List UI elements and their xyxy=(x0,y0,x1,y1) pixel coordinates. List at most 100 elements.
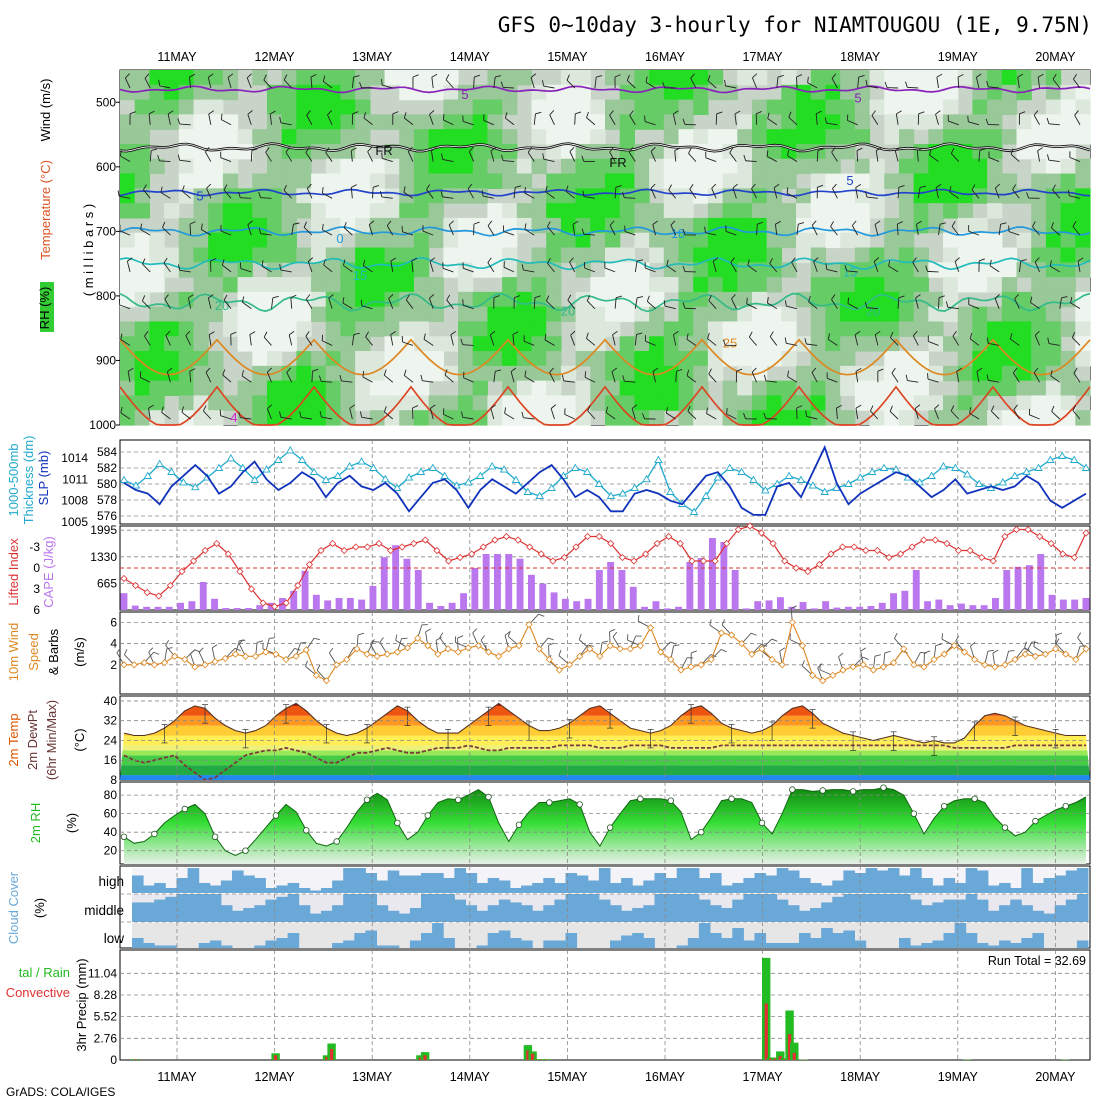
wind-barb xyxy=(889,411,899,420)
rh-cell xyxy=(649,410,665,426)
cloud-bar xyxy=(687,868,700,893)
rh-cell xyxy=(751,232,768,249)
wind-speed-point xyxy=(241,652,250,660)
rh-cell xyxy=(605,173,621,189)
cloud-bar xyxy=(632,933,644,948)
wind-barb xyxy=(503,231,515,236)
wind-barb-flag xyxy=(1074,110,1079,116)
cloud-bar xyxy=(409,908,422,922)
wind-barb-flag xyxy=(763,412,767,419)
rh-cell xyxy=(296,114,312,130)
cloud-bar xyxy=(198,943,211,948)
cape-bar xyxy=(460,593,467,610)
slp-line xyxy=(123,444,1087,516)
wind-speed-point xyxy=(707,655,715,664)
rh-cell xyxy=(751,70,768,86)
wind-barb xyxy=(164,298,171,309)
rh-cell xyxy=(340,380,356,397)
cloud-bar xyxy=(521,885,533,893)
thickness-point xyxy=(547,483,556,491)
wind-barb-flag xyxy=(241,296,245,303)
cloud-bar xyxy=(632,885,644,893)
wind-barb-flag xyxy=(682,302,686,309)
rh-point xyxy=(181,805,188,813)
li-point xyxy=(1036,532,1044,541)
rh-cell xyxy=(311,410,327,426)
rh-cell xyxy=(134,321,150,337)
wind-barb-flag xyxy=(668,184,672,191)
li-point xyxy=(978,553,986,562)
cape-bar xyxy=(686,562,694,610)
rh-cell xyxy=(796,410,812,426)
rh-cell xyxy=(487,351,503,367)
precip-conv-label: Convective xyxy=(6,985,70,1000)
wind-barb xyxy=(828,339,838,346)
wind-barb-flag xyxy=(208,73,214,78)
rh-cell xyxy=(825,129,841,145)
cloud-bar xyxy=(543,940,555,948)
rh-cell xyxy=(531,129,547,145)
cloud-bar xyxy=(132,938,144,948)
wind-barb-flag xyxy=(915,294,921,299)
rh-label: RH (%) xyxy=(37,287,52,330)
wind-barb xyxy=(384,411,394,420)
li-point xyxy=(954,546,963,555)
thickness-point xyxy=(974,479,984,487)
rh-cell xyxy=(810,232,827,249)
rh-cell xyxy=(193,99,209,115)
wind-barb xyxy=(788,117,798,126)
cloud-bar xyxy=(954,899,967,922)
wind-barb xyxy=(594,77,597,89)
cape-bar xyxy=(131,605,139,610)
wind-speed-point xyxy=(738,640,746,648)
wind-barb-flag xyxy=(507,630,511,637)
rh-cell xyxy=(810,129,827,145)
rh-cell xyxy=(560,232,577,249)
rh-cell xyxy=(164,70,180,86)
wind-barb-flag xyxy=(970,642,976,647)
rh-cell xyxy=(722,336,738,352)
thickness-point xyxy=(369,463,378,471)
rh-cell xyxy=(1001,70,1018,86)
wind-tick: 2 xyxy=(110,658,117,672)
rh-cell xyxy=(1060,114,1076,130)
wind-speed-point xyxy=(1041,650,1050,658)
rh-cell xyxy=(957,173,974,189)
wind-barb xyxy=(624,197,636,199)
wind-barb xyxy=(545,191,555,199)
rh-cell xyxy=(810,217,827,234)
rh-cell xyxy=(208,365,224,382)
rh-cell xyxy=(193,321,209,337)
rh-cell xyxy=(678,336,694,352)
wind-speed-point xyxy=(434,650,442,658)
rh-cell xyxy=(810,158,827,175)
rh-cell xyxy=(531,291,547,308)
wind-barb xyxy=(305,298,313,309)
li-point xyxy=(688,557,696,565)
wind-barb-flag xyxy=(558,649,562,656)
wind-barb-flag xyxy=(565,185,569,192)
rh-cell xyxy=(325,99,342,115)
rh-cell xyxy=(134,365,150,382)
cloud-unit-label: (%) xyxy=(32,898,47,918)
wind-barb xyxy=(1029,414,1040,420)
wind-barb-flag xyxy=(612,330,618,336)
wind-barb-flag xyxy=(342,259,346,266)
cloud-bar xyxy=(421,873,433,893)
rh-cell xyxy=(1060,203,1076,219)
wind-barb-flag xyxy=(339,375,342,382)
cloud-bar xyxy=(532,910,544,922)
wind-speed-point xyxy=(647,624,655,632)
wind-speed-point xyxy=(171,652,179,660)
rh-cell xyxy=(237,380,253,397)
wind-barb-flag xyxy=(241,370,244,377)
wind-barb-flag xyxy=(151,148,158,152)
wind-barb xyxy=(563,380,575,383)
wind-speed-point xyxy=(1072,655,1080,664)
cloud-bar xyxy=(498,899,511,922)
cloud-bar xyxy=(976,899,989,922)
wind-barb xyxy=(1059,297,1062,309)
li-point xyxy=(1001,532,1009,541)
wind-barb-flag xyxy=(457,635,464,639)
rh-cell xyxy=(502,129,518,145)
